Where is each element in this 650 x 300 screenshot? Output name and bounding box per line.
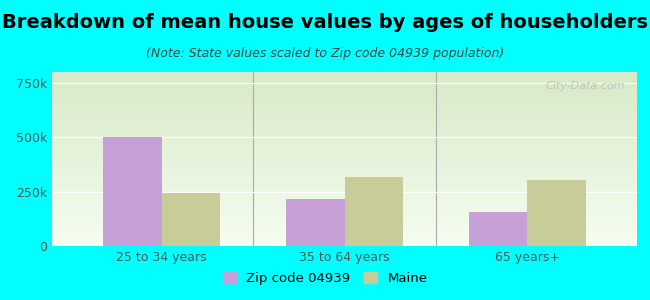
Text: City-Data.com: City-Data.com (546, 81, 625, 91)
Bar (103, 137, 162, 246)
Bar (469, 212, 527, 246)
Bar (286, 199, 344, 246)
Legend: Zip code 04939, Maine: Zip code 04939, Maine (217, 267, 433, 290)
Text: (Note: State values scaled to Zip code 04939 population): (Note: State values scaled to Zip code 0… (146, 46, 504, 59)
Bar (344, 178, 403, 246)
Bar (527, 180, 586, 246)
Bar (162, 193, 220, 246)
Text: Breakdown of mean house values by ages of householders: Breakdown of mean house values by ages o… (2, 14, 648, 32)
